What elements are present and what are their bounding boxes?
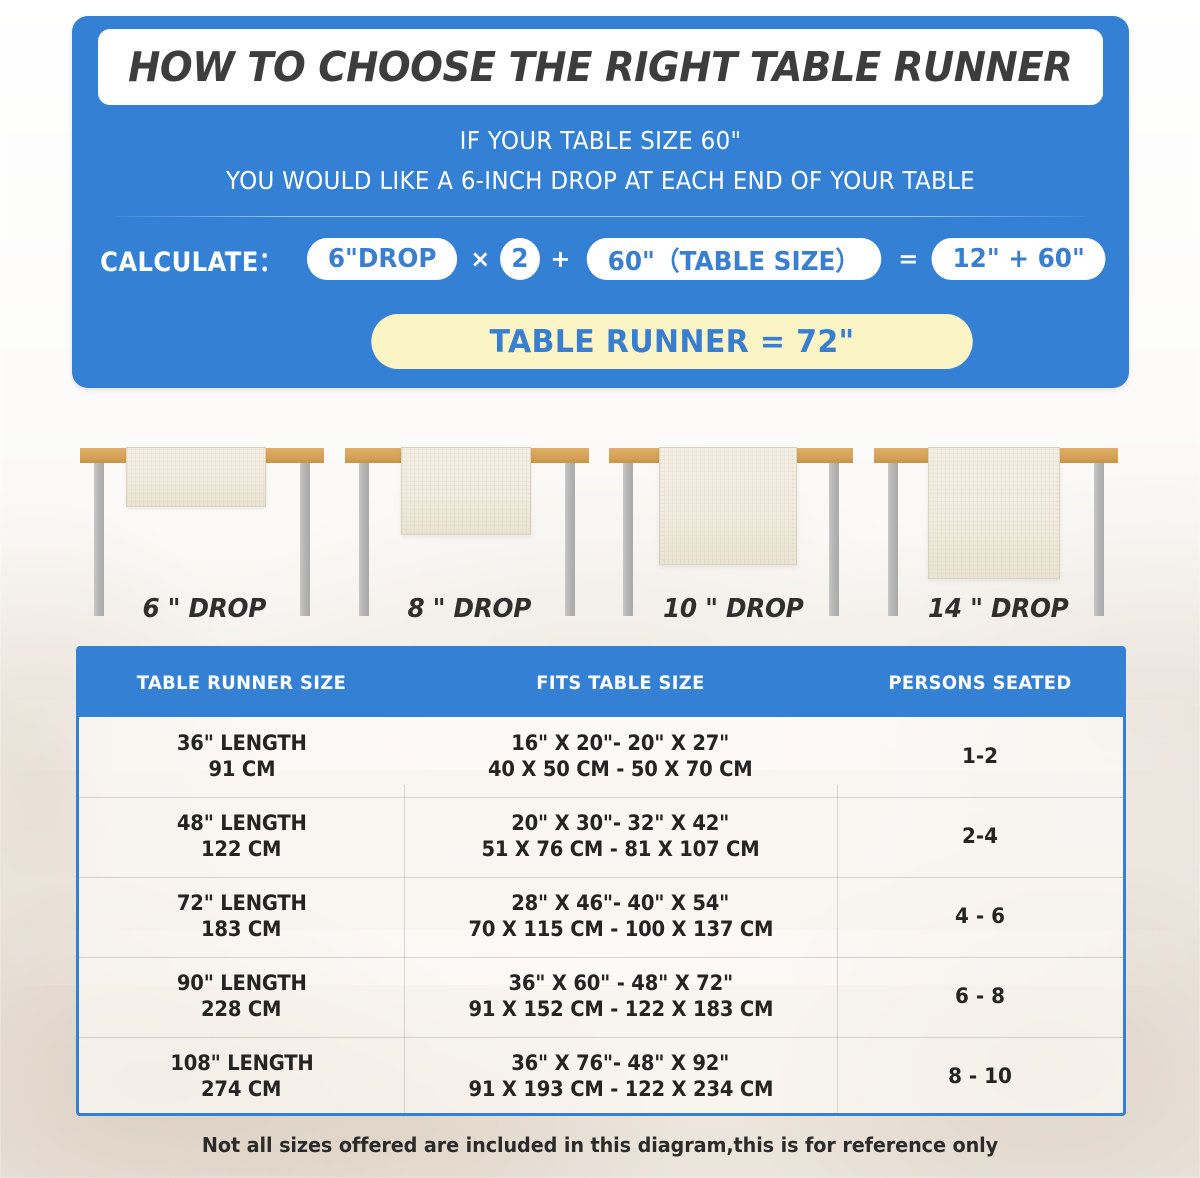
cell-runner-size: 108" LENGTH 274 CM (79, 1037, 404, 1113)
table-header-row: TABLE RUNNER SIZE FITS TABLE SIZE PERSON… (79, 649, 1123, 717)
plus-operator: + (550, 245, 571, 273)
title-box: HOW TO CHOOSE THE RIGHT TABLE RUNNER (98, 29, 1103, 105)
table-leg-left (94, 463, 104, 616)
drop-illustration-10in: 10 " DROP (601, 420, 866, 630)
column-divider (404, 785, 405, 1113)
cell-persons-seated: 1-2 (961, 744, 999, 769)
runner-size-cm: 91 CM (208, 757, 275, 781)
tabletop-right (526, 448, 589, 463)
table-row: 36" LENGTH 91 CM 16" X 20"- 20" X 27" 40… (79, 717, 1123, 797)
table-row: 90" LENGTH 228 CM 36" X 60" - 48" X 72" … (79, 957, 1123, 1037)
fits-cm: 40 X 50 CM - 50 X 70 CM (488, 757, 753, 781)
tabletop-right (1055, 448, 1118, 463)
table-leg-right (829, 463, 839, 616)
multiplier-pill: 2 (500, 238, 541, 280)
column-header-persons-seated: PERSONS SEATED (888, 672, 1072, 694)
runner-size-cm: 183 CM (201, 917, 282, 941)
multiply-operator: × (470, 245, 491, 273)
header-divider (116, 216, 1085, 217)
runner-size-cm: 122 CM (201, 837, 282, 861)
header-panel: HOW TO CHOOSE THE RIGHT TABLE RUNNER IF … (72, 16, 1129, 388)
fits-inches: 28" X 46"- 40" X 54" (511, 891, 730, 916)
drop-illustration-8in: 8 " DROP (337, 420, 602, 630)
table-leg-left (623, 463, 633, 616)
fits-inches: 36" X 76"- 48" X 92" (511, 1051, 730, 1076)
table-leg-right (1093, 463, 1104, 616)
table-runner (126, 447, 266, 507)
runner-size-inches: 72" LENGTH (176, 891, 307, 916)
fits-cm: 91 X 152 CM - 122 X 183 CM (468, 997, 773, 1021)
fits-inches: 36" X 60" - 48" X 72" (508, 971, 733, 996)
table-size-term-pill: 60"（TABLE SIZE） (587, 238, 882, 280)
sum-term-pill: 12" + 60" (931, 238, 1107, 280)
table-leg-left (887, 463, 898, 616)
fits-inches: 20" X 30"- 32" X 42" (511, 811, 730, 836)
size-chart-table: TABLE RUNNER SIZE FITS TABLE SIZE PERSON… (76, 646, 1126, 1116)
table-leg-right (564, 463, 575, 616)
runner-size-inches: 90" LENGTH (176, 971, 307, 996)
table-body: 36" LENGTH 91 CM 16" X 20"- 20" X 27" 40… (79, 717, 1123, 1113)
cell-runner-size: 90" LENGTH 228 CM (79, 957, 404, 1037)
drop-label: 14 " DROP (927, 594, 1069, 624)
drop-label: 10 " DROP (662, 594, 804, 624)
column-header-fits-table-size: FITS TABLE SIZE (536, 672, 705, 694)
tabletop-right (791, 448, 853, 463)
cell-fits-table-size: 20" X 30"- 32" X 42" 51 X 76 CM - 81 X 1… (404, 797, 837, 877)
table-leg-left (358, 463, 369, 616)
tabletop-left (344, 448, 407, 463)
table-leg-right (300, 463, 310, 616)
result-pill: TABLE RUNNER = 72" (371, 314, 973, 369)
column-divider (837, 785, 838, 1113)
drop-label: 8 " DROP (406, 594, 531, 624)
cell-persons-seated: 8 - 10 (948, 1064, 1012, 1089)
table-row: 48" LENGTH 122 CM 20" X 30"- 32" X 42" 5… (79, 797, 1123, 877)
fits-cm: 51 X 76 CM - 81 X 107 CM (481, 837, 760, 861)
tabletop-left (609, 448, 671, 463)
calculation-row: CALCULATE： 6"DROP × 2 + 60"（TABLE SIZE） … (72, 238, 1129, 280)
runner-size-inches: 108" LENGTH (169, 1051, 314, 1076)
fits-cm: 70 X 115 CM - 100 X 137 CM (468, 917, 773, 941)
disclaimer-note: Not all sizes offered are included in th… (201, 1133, 999, 1157)
tabletop-left (873, 448, 936, 463)
cell-runner-size: 36" LENGTH 91 CM (79, 717, 404, 797)
cell-persons-seated: 2-4 (961, 824, 999, 849)
drop-illustration-6in: 6 " DROP (72, 420, 337, 630)
drop-label: 6 " DROP (142, 594, 267, 624)
cell-fits-table-size: 16" X 20"- 20" X 27" 40 X 50 CM - 50 X 7… (404, 717, 837, 797)
runner-size-cm: 274 CM (201, 1077, 282, 1101)
table-row: 72" LENGTH 183 CM 28" X 46"- 40" X 54" 7… (79, 877, 1123, 957)
fits-inches: 16" X 20"- 20" X 27" (511, 731, 730, 756)
cell-fits-table-size: 36" X 60" - 48" X 72" 91 X 152 CM - 122 … (404, 957, 837, 1037)
page-title: HOW TO CHOOSE THE RIGHT TABLE RUNNER (128, 43, 1073, 91)
cell-persons-seated: 4 - 6 (955, 904, 1005, 929)
table-row: 108" LENGTH 274 CM 36" X 76"- 48" X 92" … (79, 1037, 1123, 1113)
cell-fits-table-size: 28" X 46"- 40" X 54" 70 X 115 CM - 100 X… (404, 877, 837, 957)
table-runner (400, 447, 531, 535)
cell-runner-size: 72" LENGTH 183 CM (79, 877, 404, 957)
cell-persons-seated: 6 - 8 (955, 984, 1005, 1009)
cell-runner-size: 48" LENGTH 122 CM (79, 797, 404, 877)
tabletop-right (262, 448, 324, 463)
cell-fits-table-size: 36" X 76"- 48" X 92" 91 X 193 CM - 122 X… (404, 1037, 837, 1113)
table-runner (927, 447, 1060, 579)
column-header-runner-size: TABLE RUNNER SIZE (136, 672, 347, 694)
runner-size-inches: 48" LENGTH (176, 811, 307, 836)
subtitle-line-1: IF YOUR TABLE SIZE 60" (459, 126, 742, 155)
drop-illustration-14in: 14 " DROP (866, 420, 1131, 630)
equals-operator: = (898, 245, 919, 273)
runner-size-inches: 36" LENGTH (176, 731, 307, 756)
tabletop-left (80, 448, 142, 463)
fits-cm: 91 X 193 CM - 122 X 234 CM (468, 1077, 773, 1101)
subtitle-line-2: YOU WOULD LIKE A 6-INCH DROP AT EACH END… (226, 166, 975, 195)
table-runner (659, 447, 797, 565)
drop-term-pill: 6"DROP (306, 238, 458, 280)
calculate-label: CALCULATE： (100, 246, 284, 278)
runner-size-cm: 228 CM (201, 997, 282, 1021)
drop-illustrations: 6 " DROP 8 " DROP 10 " DROP 14 " DROP (72, 420, 1130, 630)
